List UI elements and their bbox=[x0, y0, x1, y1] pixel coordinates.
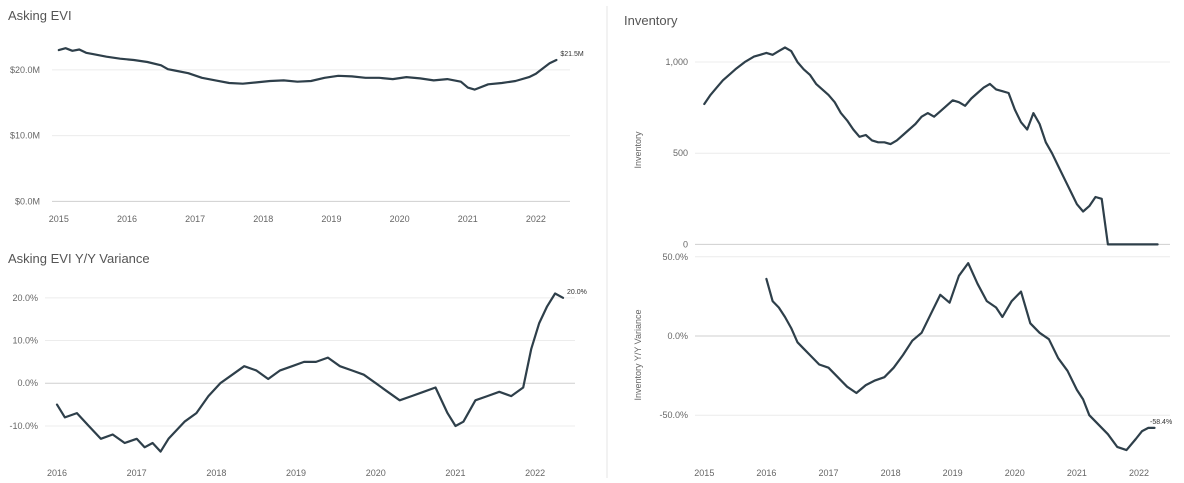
y-tick-label: 0.0% bbox=[17, 378, 38, 388]
y-tick-label: 1,000 bbox=[665, 57, 688, 67]
inventory-yy-chart: -50.0% 0.0% 50.0% 2015 2016 2017 2018 2019 2020 2… bbox=[659, 252, 1172, 478]
x-tick-label: 2016 bbox=[117, 214, 137, 224]
x-tick-label: 2021 bbox=[445, 468, 465, 478]
x-tick-label: 2020 bbox=[390, 214, 410, 224]
inventory-title: Inventory bbox=[624, 13, 678, 28]
y-tick-label: $0.0M bbox=[15, 196, 40, 206]
asking-evi-yy-chart: -10.0% 0.0% 10.0% 20.0% 2016 2017 2018 2019 2020… bbox=[9, 289, 586, 478]
end-value-label: 20.0% bbox=[567, 289, 587, 296]
x-tick-label: 2021 bbox=[458, 214, 478, 224]
inventory-chart: 0 500 1,000 bbox=[665, 46, 1170, 249]
series-line bbox=[703, 46, 1159, 246]
asking-evi-chart: $0.0M $10.0M $20.0M 2015 2016 2017 2018 2019 202… bbox=[10, 47, 584, 224]
asking-evi-title: Asking EVI bbox=[8, 8, 72, 23]
y-tick-label: -50.0% bbox=[659, 410, 688, 420]
y-tick-label: 10.0% bbox=[12, 336, 38, 346]
x-tick-label: 2018 bbox=[253, 214, 273, 224]
x-tick-label: 2018 bbox=[206, 468, 226, 478]
y-tick-label: -10.0% bbox=[9, 421, 38, 431]
x-tick-label: 2019 bbox=[943, 468, 963, 478]
y-tick-label: 0.0% bbox=[667, 331, 688, 341]
x-tick-label: 2018 bbox=[881, 468, 901, 478]
y-tick-label: $20.0M bbox=[10, 65, 40, 75]
series-line bbox=[765, 262, 1156, 452]
end-value-label: -58.4% bbox=[1150, 419, 1172, 426]
inventory-yy-y-axis-label: Inventory Y/Y Variance bbox=[633, 309, 643, 400]
y-tick-label: 0 bbox=[683, 239, 688, 249]
x-tick-label: 2020 bbox=[366, 468, 386, 478]
y-tick-label: 20.0% bbox=[12, 293, 38, 303]
asking-evi-yy-title: Asking EVI Y/Y Variance bbox=[8, 251, 150, 266]
x-tick-label: 2019 bbox=[286, 468, 306, 478]
x-tick-label: 2019 bbox=[321, 214, 341, 224]
x-tick-label: 2015 bbox=[694, 468, 714, 478]
x-tick-label: 2015 bbox=[49, 214, 69, 224]
series-line bbox=[55, 292, 565, 453]
x-tick-label: 2020 bbox=[1005, 468, 1025, 478]
x-tick-label: 2022 bbox=[526, 214, 546, 224]
inventory-y-axis-label: Inventory bbox=[633, 131, 643, 169]
x-tick-label: 2021 bbox=[1067, 468, 1087, 478]
x-tick-label: 2016 bbox=[756, 468, 776, 478]
x-tick-label: 2017 bbox=[127, 468, 147, 478]
x-tick-label: 2016 bbox=[47, 468, 67, 478]
series-line bbox=[57, 47, 558, 91]
x-tick-label: 2017 bbox=[185, 214, 205, 224]
y-tick-label: 50.0% bbox=[662, 252, 688, 262]
end-value-label: $21.5M bbox=[560, 51, 584, 58]
x-tick-label: 2022 bbox=[1129, 468, 1149, 478]
x-tick-label: 2022 bbox=[525, 468, 545, 478]
x-tick-label: 2017 bbox=[818, 468, 838, 478]
y-tick-label: $10.0M bbox=[10, 131, 40, 141]
y-tick-label: 500 bbox=[673, 148, 688, 158]
